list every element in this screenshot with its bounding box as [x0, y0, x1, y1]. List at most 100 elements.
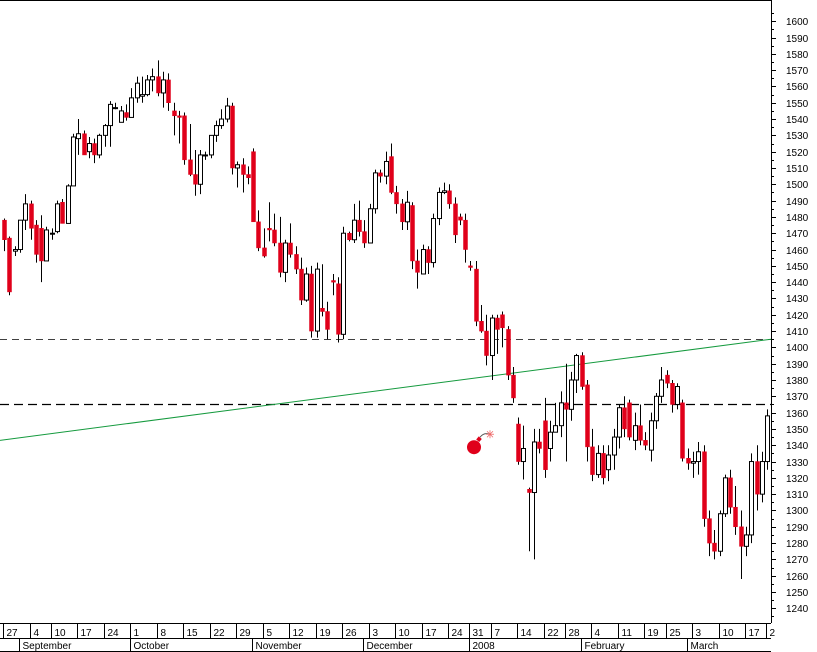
candle-58: [309, 265, 314, 338]
candle-67: [357, 200, 362, 237]
x-day-label-26: 25: [670, 628, 682, 639]
candle-body: [373, 172, 378, 210]
candle-body: [60, 201, 65, 224]
candle-89: [474, 260, 479, 327]
candle-83: [442, 182, 447, 195]
candle-8: [44, 226, 49, 262]
candle-99: [527, 487, 532, 552]
candle-24: [129, 88, 134, 118]
candle-61: [325, 301, 330, 340]
candle-103: [548, 420, 553, 462]
candle-body: [447, 190, 452, 205]
candle-body: [309, 273, 314, 332]
candle-122: [649, 412, 654, 462]
y-tick-label: 1320: [786, 474, 809, 485]
candle-body: [50, 232, 55, 235]
candle-body: [34, 224, 39, 255]
candle-body: [378, 172, 383, 177]
candle-body: [606, 454, 611, 471]
candle-body: [490, 317, 495, 357]
candles-layer: [2, 60, 770, 579]
candle-116: [617, 404, 622, 449]
candle-body: [527, 489, 532, 493]
candle-85: [453, 197, 458, 244]
candle-body: [188, 159, 193, 175]
candle-body: [156, 76, 161, 94]
candle-body: [267, 228, 272, 231]
candle-113: [601, 445, 606, 485]
candle-124: [659, 366, 664, 403]
candle-22: [119, 106, 124, 123]
candle-79: [421, 244, 426, 275]
candle-142: [755, 445, 760, 511]
candle-body: [193, 174, 198, 185]
candle-129: [686, 448, 691, 470]
candle-body: [415, 260, 420, 273]
candle-body: [723, 477, 728, 515]
candle-body: [219, 118, 224, 127]
candle-body: [580, 355, 585, 387]
x-day-label-28: 10: [723, 628, 735, 639]
candle-body: [516, 423, 521, 462]
candle-41: [219, 109, 224, 129]
y-tick-label: 1570: [786, 66, 809, 77]
candle-136: [723, 474, 728, 517]
candle-4: [23, 194, 28, 230]
candle-95: [506, 326, 511, 380]
y-axis: 1240 1250 1260 1270 1280 1290 1300 1310 1320 1330…: [771, 0, 809, 623]
y-tick-label: 1510: [786, 164, 809, 175]
y-tick-label: 1290: [786, 523, 809, 534]
candle-72: [384, 151, 389, 185]
candle-body: [548, 431, 553, 449]
candle-body: [590, 446, 595, 475]
candle-143: [760, 451, 765, 503]
y-tick-label: 1520: [786, 148, 809, 159]
x-day-label-23: 4: [595, 628, 601, 639]
candle-29: [156, 60, 161, 97]
candle-body: [458, 216, 463, 221]
candle-20: [108, 101, 113, 147]
candle-body: [384, 160, 389, 177]
candle-body: [712, 542, 717, 552]
candle-body: [495, 317, 500, 330]
candle-body: [739, 526, 744, 547]
candle-body: [564, 402, 569, 410]
candle-86: [458, 213, 463, 226]
candle-body: [325, 311, 330, 330]
candle-62: [331, 273, 336, 296]
y-tick-label: 1590: [786, 34, 809, 45]
candle-body: [574, 355, 579, 381]
candle-body: [39, 228, 44, 262]
candle-119: [633, 412, 638, 451]
candle-body: [484, 330, 489, 356]
y-tick-label: 1540: [786, 115, 809, 126]
y-tick-label: 1420: [786, 311, 809, 322]
candle-18: [97, 133, 102, 159]
candle-body: [532, 441, 537, 494]
candle-body: [389, 156, 394, 193]
candle-102: [543, 397, 548, 478]
y-tick-label: 1270: [786, 555, 809, 566]
y-tick-label: 1550: [786, 99, 809, 110]
candle-body: [161, 79, 166, 94]
candle-body: [2, 219, 7, 240]
candle-body: [686, 458, 691, 464]
candle-78: [415, 249, 420, 289]
y-tick-label: 1360: [786, 409, 809, 420]
candle-3: [18, 219, 23, 253]
y-tick-label: 1440: [786, 278, 809, 289]
candle-body: [601, 453, 606, 479]
candle-84: [447, 184, 452, 209]
y-tick-label: 1470: [786, 229, 809, 240]
x-day-label-15: 10: [399, 628, 411, 639]
candle-64: [341, 226, 346, 340]
candle-56: [299, 257, 304, 305]
candle-76: [405, 190, 410, 230]
y-tick-label: 1280: [786, 539, 809, 550]
candle-114: [606, 445, 611, 482]
candle-36: [193, 150, 198, 196]
x-day-label-21: 22: [548, 628, 560, 639]
candle-body: [92, 143, 97, 156]
candle-49: [262, 228, 267, 258]
candle-body: [18, 219, 23, 251]
